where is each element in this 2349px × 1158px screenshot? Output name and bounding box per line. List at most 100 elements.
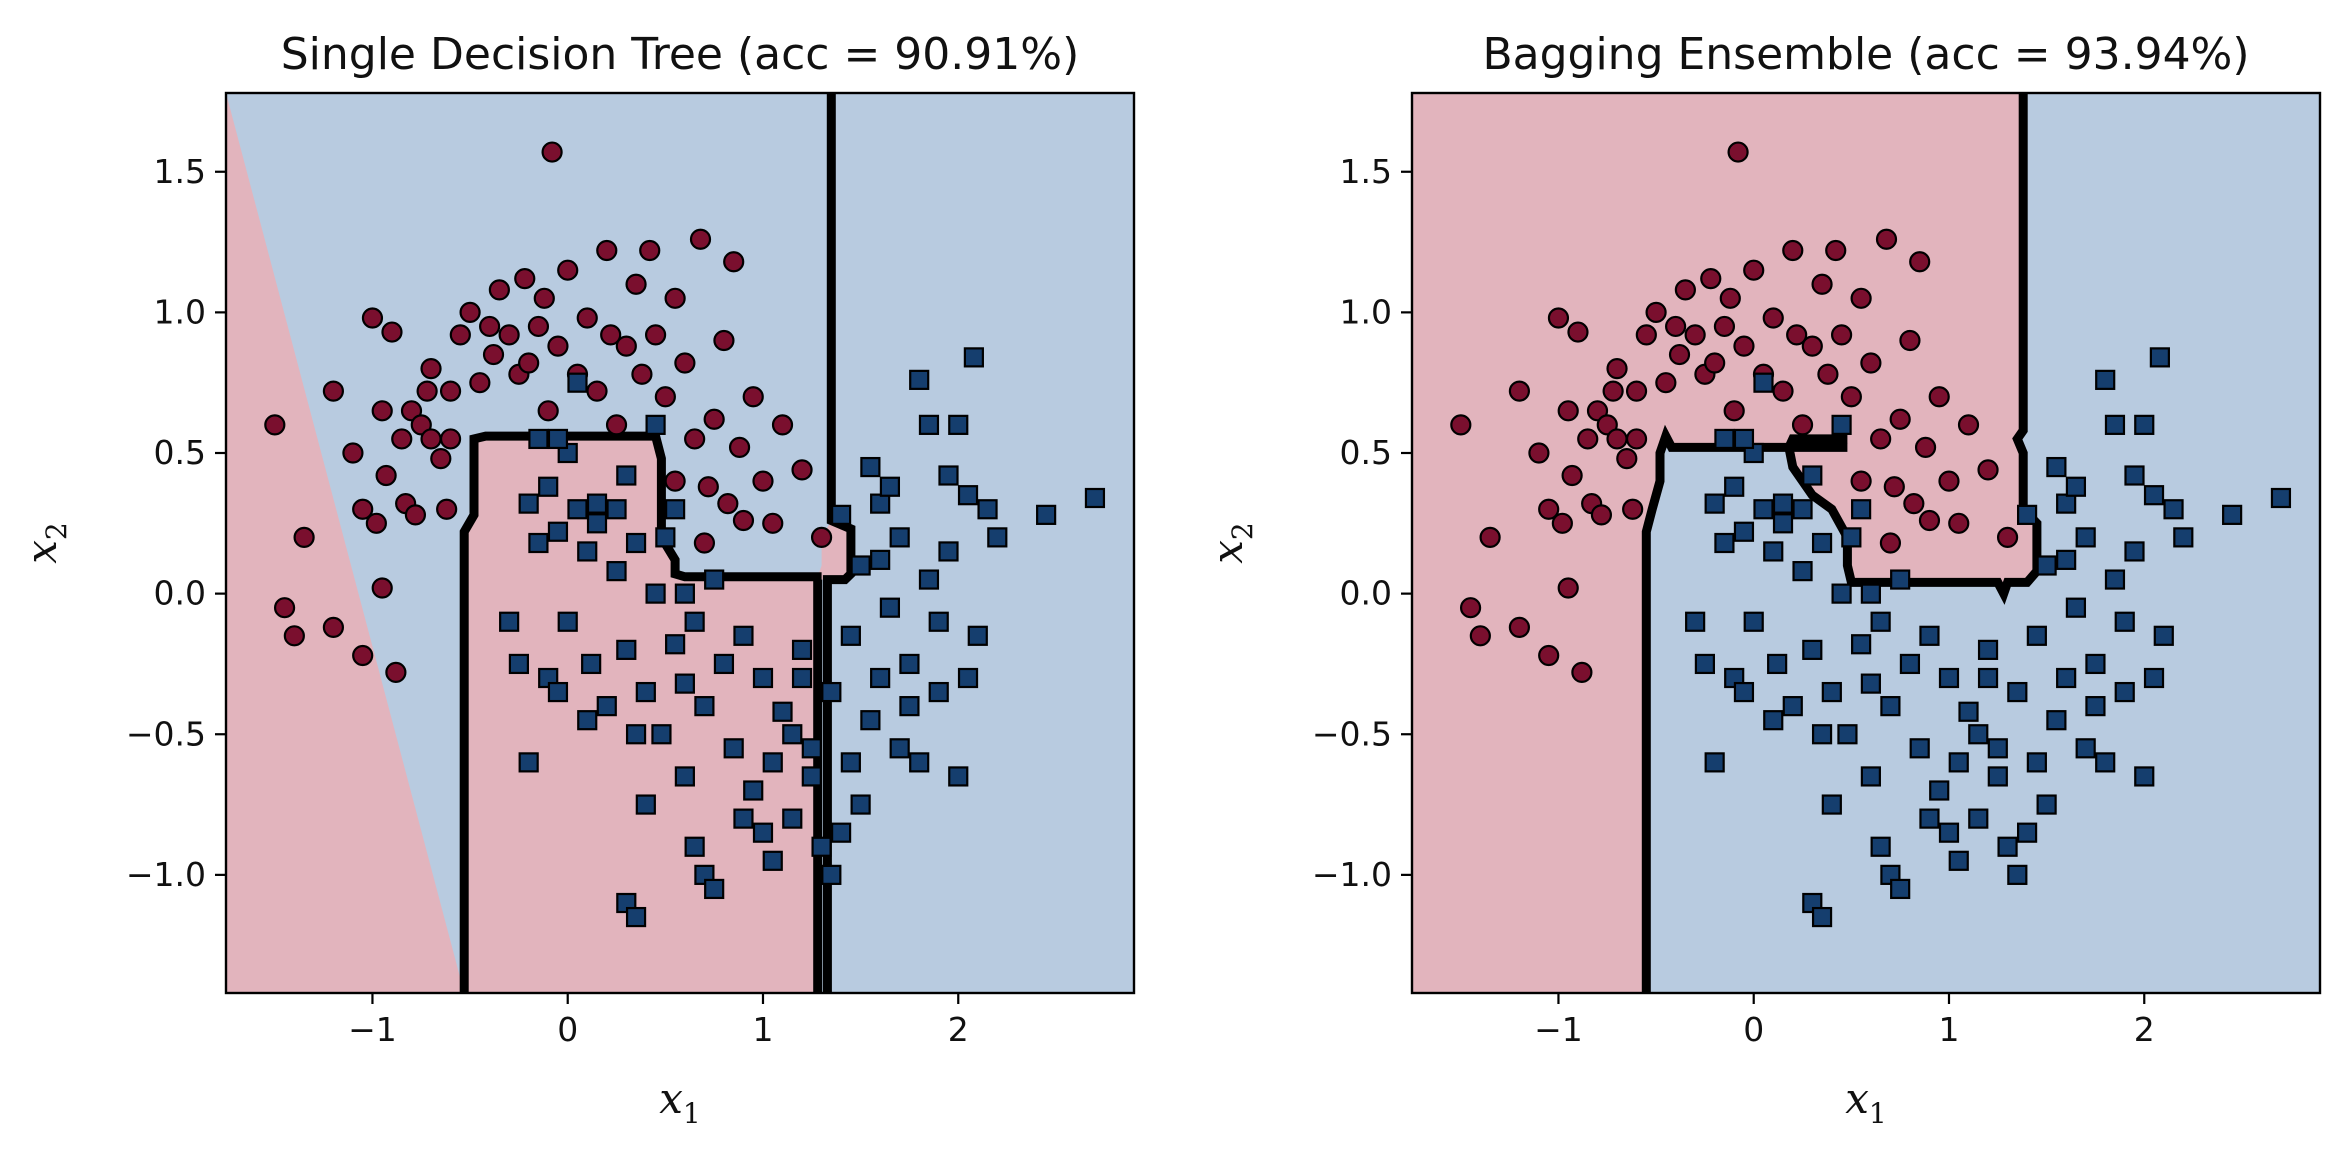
point-square-2	[1724, 476, 1745, 497]
point-square-60	[1821, 794, 1842, 815]
point-square-41	[899, 653, 920, 675]
point-circle-20	[420, 358, 442, 380]
point-square-42	[2095, 369, 2116, 390]
point-circle-43	[1782, 239, 1804, 262]
point-square-30	[791, 639, 813, 660]
point-square-23	[723, 738, 744, 759]
point-square-89	[674, 583, 695, 604]
point-square-46	[2134, 414, 2155, 435]
point-circle-19	[416, 380, 438, 402]
point-square-27	[1948, 752, 1969, 773]
point-square-33	[2007, 681, 2028, 703]
y-tick-label: 0.5	[154, 433, 206, 472]
point-circle-50	[1840, 386, 1862, 408]
point-circle-65	[771, 414, 794, 436]
point-circle-64	[1948, 512, 1970, 534]
point-circle-33	[1704, 352, 1726, 374]
point-circle-49	[1830, 324, 1853, 346]
point-circle-68	[1538, 644, 1560, 667]
point-circle-37	[1727, 141, 1749, 163]
x-tick-label: −1	[1534, 1010, 1583, 1049]
point-square-34	[830, 504, 852, 525]
point-square-53	[2270, 487, 2292, 509]
point-square-13	[1821, 681, 1842, 703]
point-square-3	[1733, 521, 1755, 542]
point-square-94	[2046, 456, 2067, 478]
point-square-59	[625, 906, 647, 928]
point-circle-71	[1625, 380, 1648, 402]
point-circle-74	[1879, 532, 1902, 554]
point-circle-9	[365, 512, 387, 534]
point-square-93	[1987, 738, 2008, 759]
point-square-6	[1763, 541, 1784, 562]
point-circle-28	[1668, 343, 1691, 366]
point-square-37	[2046, 710, 2067, 731]
point-square-56	[518, 752, 539, 773]
point-circle-22	[436, 498, 458, 520]
point-square-78	[2114, 681, 2135, 703]
point-circle-55	[1883, 476, 1905, 498]
point-circle-23	[439, 428, 462, 450]
point-circle-34	[1713, 315, 1736, 338]
point-square-65	[1919, 808, 1940, 829]
point-square-60	[635, 794, 656, 815]
point-circle-23	[1625, 428, 1648, 450]
point-square-40	[2075, 527, 2096, 548]
point-circle-10	[1557, 400, 1579, 422]
point-circle-7	[352, 498, 374, 520]
point-circle-56	[703, 408, 725, 430]
point-square-76	[899, 696, 920, 717]
point-square-66	[752, 822, 774, 843]
point-circle-24	[449, 324, 471, 346]
point-square-90	[625, 724, 647, 745]
point-circle-72	[605, 414, 628, 436]
point-circle-60	[728, 436, 751, 458]
x-tick-label: −1	[348, 1010, 397, 1049]
point-square-80	[1714, 428, 1735, 450]
point-square-22	[713, 653, 735, 675]
point-square-15	[651, 724, 672, 745]
point-square-70	[821, 864, 842, 885]
point-circle-43	[596, 239, 618, 262]
series-circle	[1450, 141, 2019, 683]
point-square-14	[1831, 583, 1852, 604]
decision-boundary-3	[459, 431, 822, 993]
point-square-33	[821, 681, 842, 703]
point-square-97	[2104, 569, 2126, 590]
point-square-55	[1694, 653, 1716, 675]
point-square-1	[528, 532, 549, 554]
point-circle-42	[1772, 380, 1794, 402]
point-circle-3	[293, 526, 315, 548]
point-square-8	[586, 493, 608, 514]
point-square-75	[889, 738, 910, 759]
point-square-10	[1792, 561, 1813, 582]
point-square-93	[801, 738, 822, 759]
point-circle-28	[482, 343, 505, 366]
point-circle-72	[1791, 414, 1814, 436]
y-tick-label: 0.0	[154, 574, 206, 613]
point-square-45	[2124, 541, 2145, 562]
point-square-76	[2085, 696, 2106, 717]
point-square-97	[918, 569, 940, 590]
point-circle-61	[732, 509, 755, 532]
point-circle-9	[1551, 512, 1573, 534]
point-circle-70	[420, 428, 442, 450]
point-square-92	[1733, 681, 1755, 703]
point-square-7	[581, 653, 602, 675]
point-circle-42	[586, 380, 608, 402]
point-circle-8	[361, 307, 384, 329]
point-circle-1	[1459, 597, 1482, 619]
point-square-19	[1870, 611, 1891, 632]
point-square-77	[909, 752, 930, 773]
point-square-64	[704, 878, 725, 900]
point-circle-11	[375, 464, 397, 487]
point-square-35	[2026, 625, 2047, 646]
point-square-21	[704, 569, 725, 590]
point-circle-22	[1622, 498, 1644, 520]
point-square-72	[840, 752, 861, 773]
point-circle-6	[342, 442, 364, 464]
y-tick-label: −1.0	[1312, 855, 1392, 894]
point-circle-13	[1571, 661, 1593, 683]
y-tick-label: 1.5	[154, 152, 206, 191]
x-tick-label: 1	[1938, 1010, 1959, 1049]
